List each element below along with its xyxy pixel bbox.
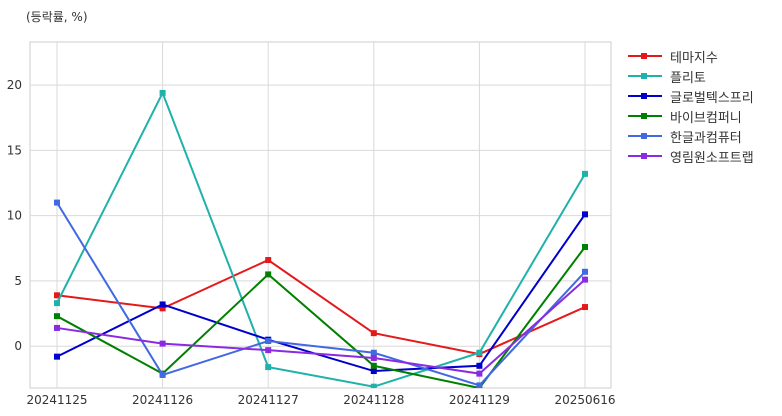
data-point [476, 349, 483, 356]
data-point [159, 89, 166, 96]
data-point [582, 276, 588, 283]
series-line [56, 246, 586, 388]
series-1 [54, 257, 588, 358]
legend-swatch [628, 50, 662, 62]
data-point [476, 382, 483, 388]
legend-label: 테마지수 [670, 50, 718, 66]
data-point [476, 362, 483, 369]
data-point [476, 370, 483, 377]
x-tick-label: 20241125 [26, 393, 87, 407]
data-point [370, 383, 377, 388]
series-5 [54, 199, 588, 388]
data-point [370, 330, 377, 337]
data-point [582, 211, 588, 218]
legend-label: 글로벌텍스프리 [670, 90, 754, 106]
legend-swatch [628, 110, 662, 122]
y-tick-label: 20 [7, 78, 22, 92]
data-point [265, 347, 272, 354]
data-point [159, 371, 166, 378]
y-tick-label: 0 [14, 339, 22, 353]
data-point [54, 199, 60, 206]
legend-swatch [628, 70, 662, 82]
x-tick-label: 20241129 [449, 393, 510, 407]
legend-label: 플리토 [670, 70, 706, 86]
data-point [159, 340, 166, 347]
data-point [54, 292, 60, 299]
series-line [56, 202, 586, 387]
x-tick-label: 20241128 [343, 393, 404, 407]
data-point [370, 362, 377, 369]
data-point [54, 313, 60, 320]
x-tick-label: 20241126 [132, 393, 193, 407]
legend-item: 플리토 [628, 66, 754, 86]
legend-swatch [628, 90, 662, 102]
x-tick-label: 20241127 [238, 393, 299, 407]
y-tick-label: 10 [7, 209, 22, 223]
data-point [582, 268, 588, 275]
data-point [159, 301, 166, 308]
legend-swatch [628, 150, 662, 162]
series-6 [54, 276, 588, 377]
legend-label: 영림원소프트랩 [670, 150, 754, 166]
y-tick-label: 15 [7, 143, 22, 157]
data-point [265, 364, 272, 371]
legend-item: 바이브컴퍼니 [628, 106, 754, 126]
data-point [265, 271, 272, 278]
y-axis-unit-label: (등락률, %) [26, 10, 88, 24]
y-tick-label: 5 [14, 274, 22, 288]
legend-item: 한글과컴퓨터 [628, 126, 754, 146]
legend-item: 테마지수 [628, 46, 754, 66]
legend-item: 글로벌텍스프리 [628, 86, 754, 106]
legend-label: 한글과컴퓨터 [670, 130, 742, 146]
data-point [54, 324, 60, 331]
series-line [56, 213, 586, 373]
data-point [54, 353, 60, 360]
data-point [582, 170, 588, 177]
data-point [582, 304, 588, 311]
data-point [370, 368, 377, 375]
series-line [56, 90, 586, 388]
legend-item: 영림원소프트랩 [628, 146, 754, 166]
legend-swatch [628, 130, 662, 142]
series-2 [54, 89, 588, 388]
data-point [265, 337, 272, 344]
x-tick-label: 20250616 [554, 393, 615, 407]
data-point [370, 349, 377, 356]
legend-label: 바이브컴퍼니 [670, 110, 742, 126]
plot-area-border [29, 41, 612, 389]
series-line [56, 258, 586, 356]
series-line [56, 278, 586, 375]
data-point [265, 257, 272, 264]
data-point [159, 305, 166, 312]
data-point [582, 243, 588, 250]
data-point [54, 300, 60, 307]
data-point [370, 354, 377, 361]
